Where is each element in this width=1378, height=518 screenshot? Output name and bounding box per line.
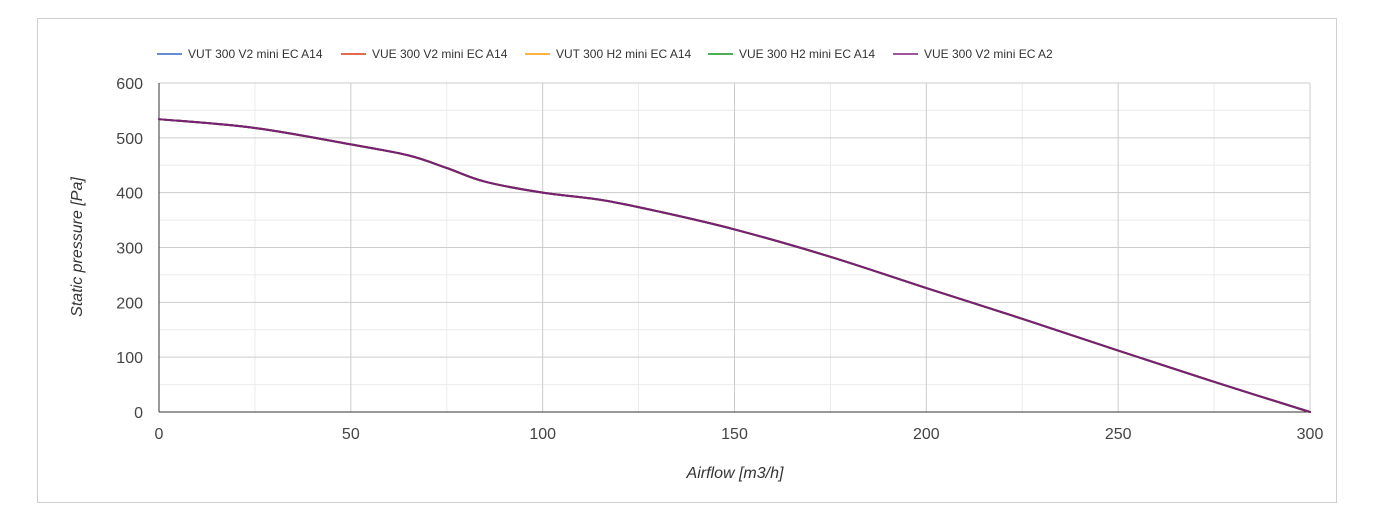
- x-tick-label: 250: [1105, 426, 1132, 443]
- y-tick-label: 500: [116, 131, 143, 148]
- legend-label: VUE 300 V2 mini EC A2: [924, 47, 1053, 61]
- y-tick-label: 400: [116, 186, 143, 203]
- y-tick-label: 200: [116, 295, 143, 312]
- x-tick-label: 150: [721, 426, 748, 443]
- y-tick-label: 100: [116, 350, 143, 367]
- legend-label: VUT 300 H2 mini EC A14: [556, 47, 692, 61]
- series-layer: [158, 118, 1311, 413]
- chart-frame: [37, 18, 1337, 503]
- x-tick-label: 300: [1297, 426, 1324, 443]
- x-axis-title: Airflow [m3/h]: [686, 465, 784, 482]
- axes: 0 50 100 150 200 250 300 0 100 200 300 400 500 600: [116, 76, 1323, 443]
- series-line-5[interactable]: [158, 118, 1311, 413]
- legend-item-3[interactable]: VUT 300 H2 mini EC A14: [525, 47, 692, 61]
- legend-item-1[interactable]: VUT 300 V2 mini EC A14: [157, 47, 323, 61]
- x-tick-label: 0: [155, 426, 164, 443]
- y-tick-label: 600: [116, 76, 143, 93]
- x-tick-label: 50: [342, 426, 360, 443]
- legend-item-2[interactable]: VUE 300 V2 mini EC A14: [341, 47, 508, 61]
- x-tick-label: 200: [913, 426, 940, 443]
- legend-item-4[interactable]: VUE 300 H2 mini EC A14: [708, 47, 875, 61]
- y-axis-title: Static pressure [Pa]: [69, 177, 86, 317]
- legend-item-5[interactable]: VUE 300 V2 mini EC A2: [893, 47, 1053, 61]
- grid: [159, 82, 1311, 412]
- y-tick-label: 0: [134, 405, 143, 422]
- legend-label: VUT 300 V2 mini EC A14: [188, 47, 323, 61]
- y-tick-label: 300: [116, 241, 143, 258]
- legend-label: VUE 300 H2 mini EC A14: [739, 47, 875, 61]
- x-tick-label: 100: [529, 426, 556, 443]
- legend[interactable]: VUT 300 V2 mini EC A14 VUE 300 V2 mini EC…: [157, 47, 1053, 61]
- legend-label: VUE 300 V2 mini EC A14: [372, 47, 508, 61]
